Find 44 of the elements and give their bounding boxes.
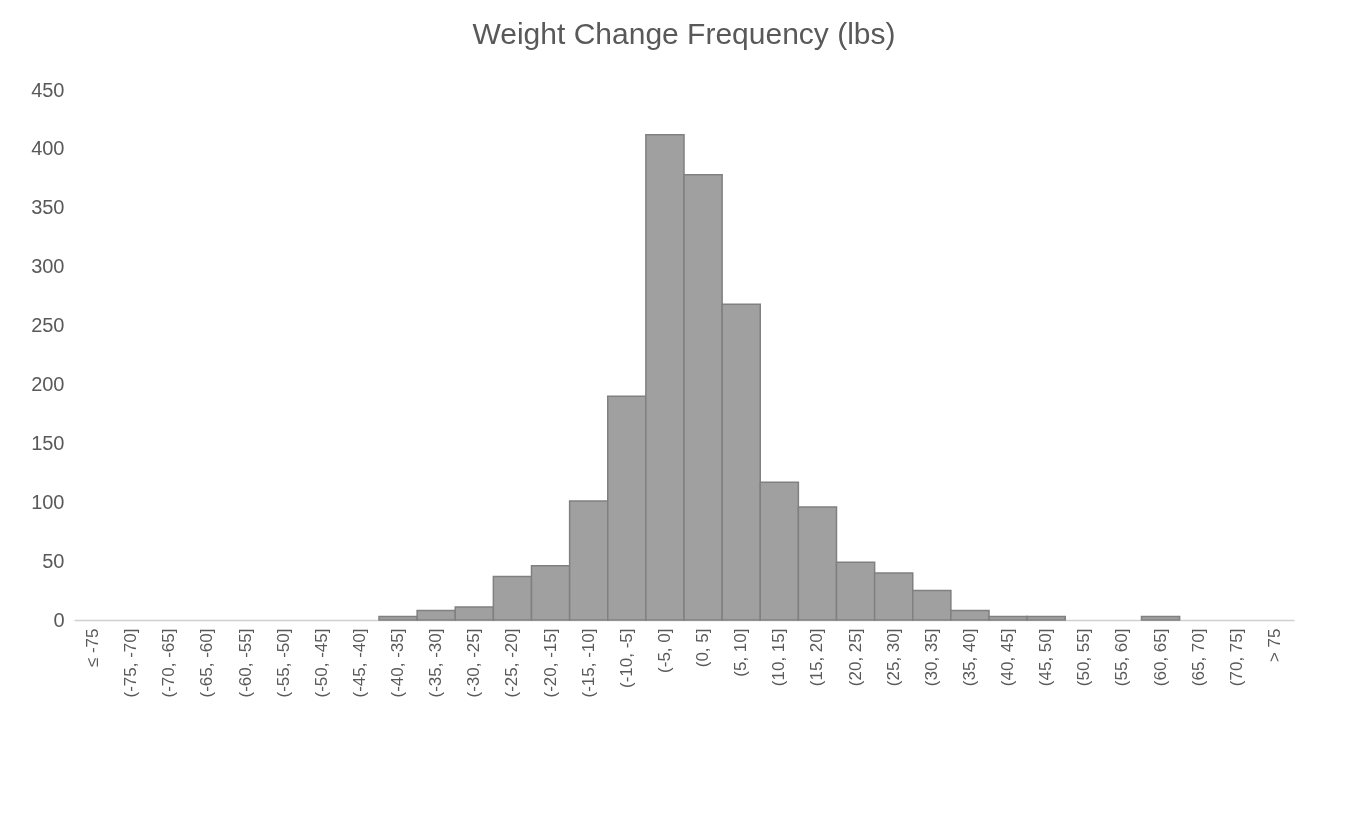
x-tick-label: (-70, -65] <box>159 628 179 698</box>
x-tick-label: > 75 <box>1264 628 1284 663</box>
x-tick-label: (-65, -60] <box>197 628 217 698</box>
y-tick-label: 400 <box>31 137 65 160</box>
x-tick-label: (20, 25] <box>845 628 865 687</box>
x-tick-label: (25, 30] <box>883 628 903 687</box>
x-tick-label: (5, 10] <box>731 628 751 677</box>
x-tick-label: (50, 55] <box>1074 628 1094 687</box>
y-tick-label: 350 <box>31 196 65 219</box>
x-tick-label: (-25, -20] <box>502 628 522 698</box>
x-tick-label: (35, 40] <box>959 628 979 687</box>
x-tick-label: (-5, 0] <box>654 628 674 673</box>
x-tick-label: (15, 20] <box>807 628 827 687</box>
x-tick-label: (-15, -10] <box>578 628 598 698</box>
x-tick-label: (45, 50] <box>1036 628 1056 687</box>
x-tick-label: (-20, -15] <box>540 628 560 698</box>
x-tick-label: (55, 60] <box>1112 628 1132 687</box>
x-tick-label: ≤ -75 <box>83 628 103 668</box>
x-tick-label: (-55, -50] <box>273 628 293 698</box>
x-tick-label: (30, 35] <box>921 628 941 687</box>
x-tick-label: (-40, -35] <box>388 628 408 698</box>
y-tick-label: 0 <box>53 608 65 631</box>
y-tick-label: 100 <box>31 490 65 513</box>
y-tick-label: 450 <box>31 78 65 101</box>
x-tick-label: (-45, -40] <box>349 628 369 698</box>
x-tick-label: (10, 15] <box>769 628 789 687</box>
x-tick-label: (-75, -70] <box>121 628 141 698</box>
bar <box>1140 615 1181 621</box>
x-tick-label: (-10, -5] <box>616 628 636 689</box>
x-tick-label: (65, 70] <box>1188 628 1208 687</box>
x-tick-label: (-60, -55] <box>235 628 255 698</box>
x-tick-label: (-50, -45] <box>311 628 331 698</box>
x-tick-label: (0, 5] <box>693 628 713 668</box>
chart-title: Weight Change Frequency (lbs) <box>472 17 896 50</box>
x-tick-label: (40, 45] <box>998 628 1018 687</box>
x-tick-label: (-30, -25] <box>464 628 484 698</box>
x-tick-label: (70, 75] <box>1226 628 1246 687</box>
x-tick-label: (-35, -30] <box>426 628 446 698</box>
y-tick-label: 150 <box>31 431 65 454</box>
y-tick-label: 300 <box>31 255 65 278</box>
y-tick-label: 200 <box>31 372 65 395</box>
x-tick-label: (60, 65] <box>1150 628 1170 687</box>
y-tick-label: 50 <box>42 549 65 572</box>
y-tick-label: 250 <box>31 314 65 337</box>
